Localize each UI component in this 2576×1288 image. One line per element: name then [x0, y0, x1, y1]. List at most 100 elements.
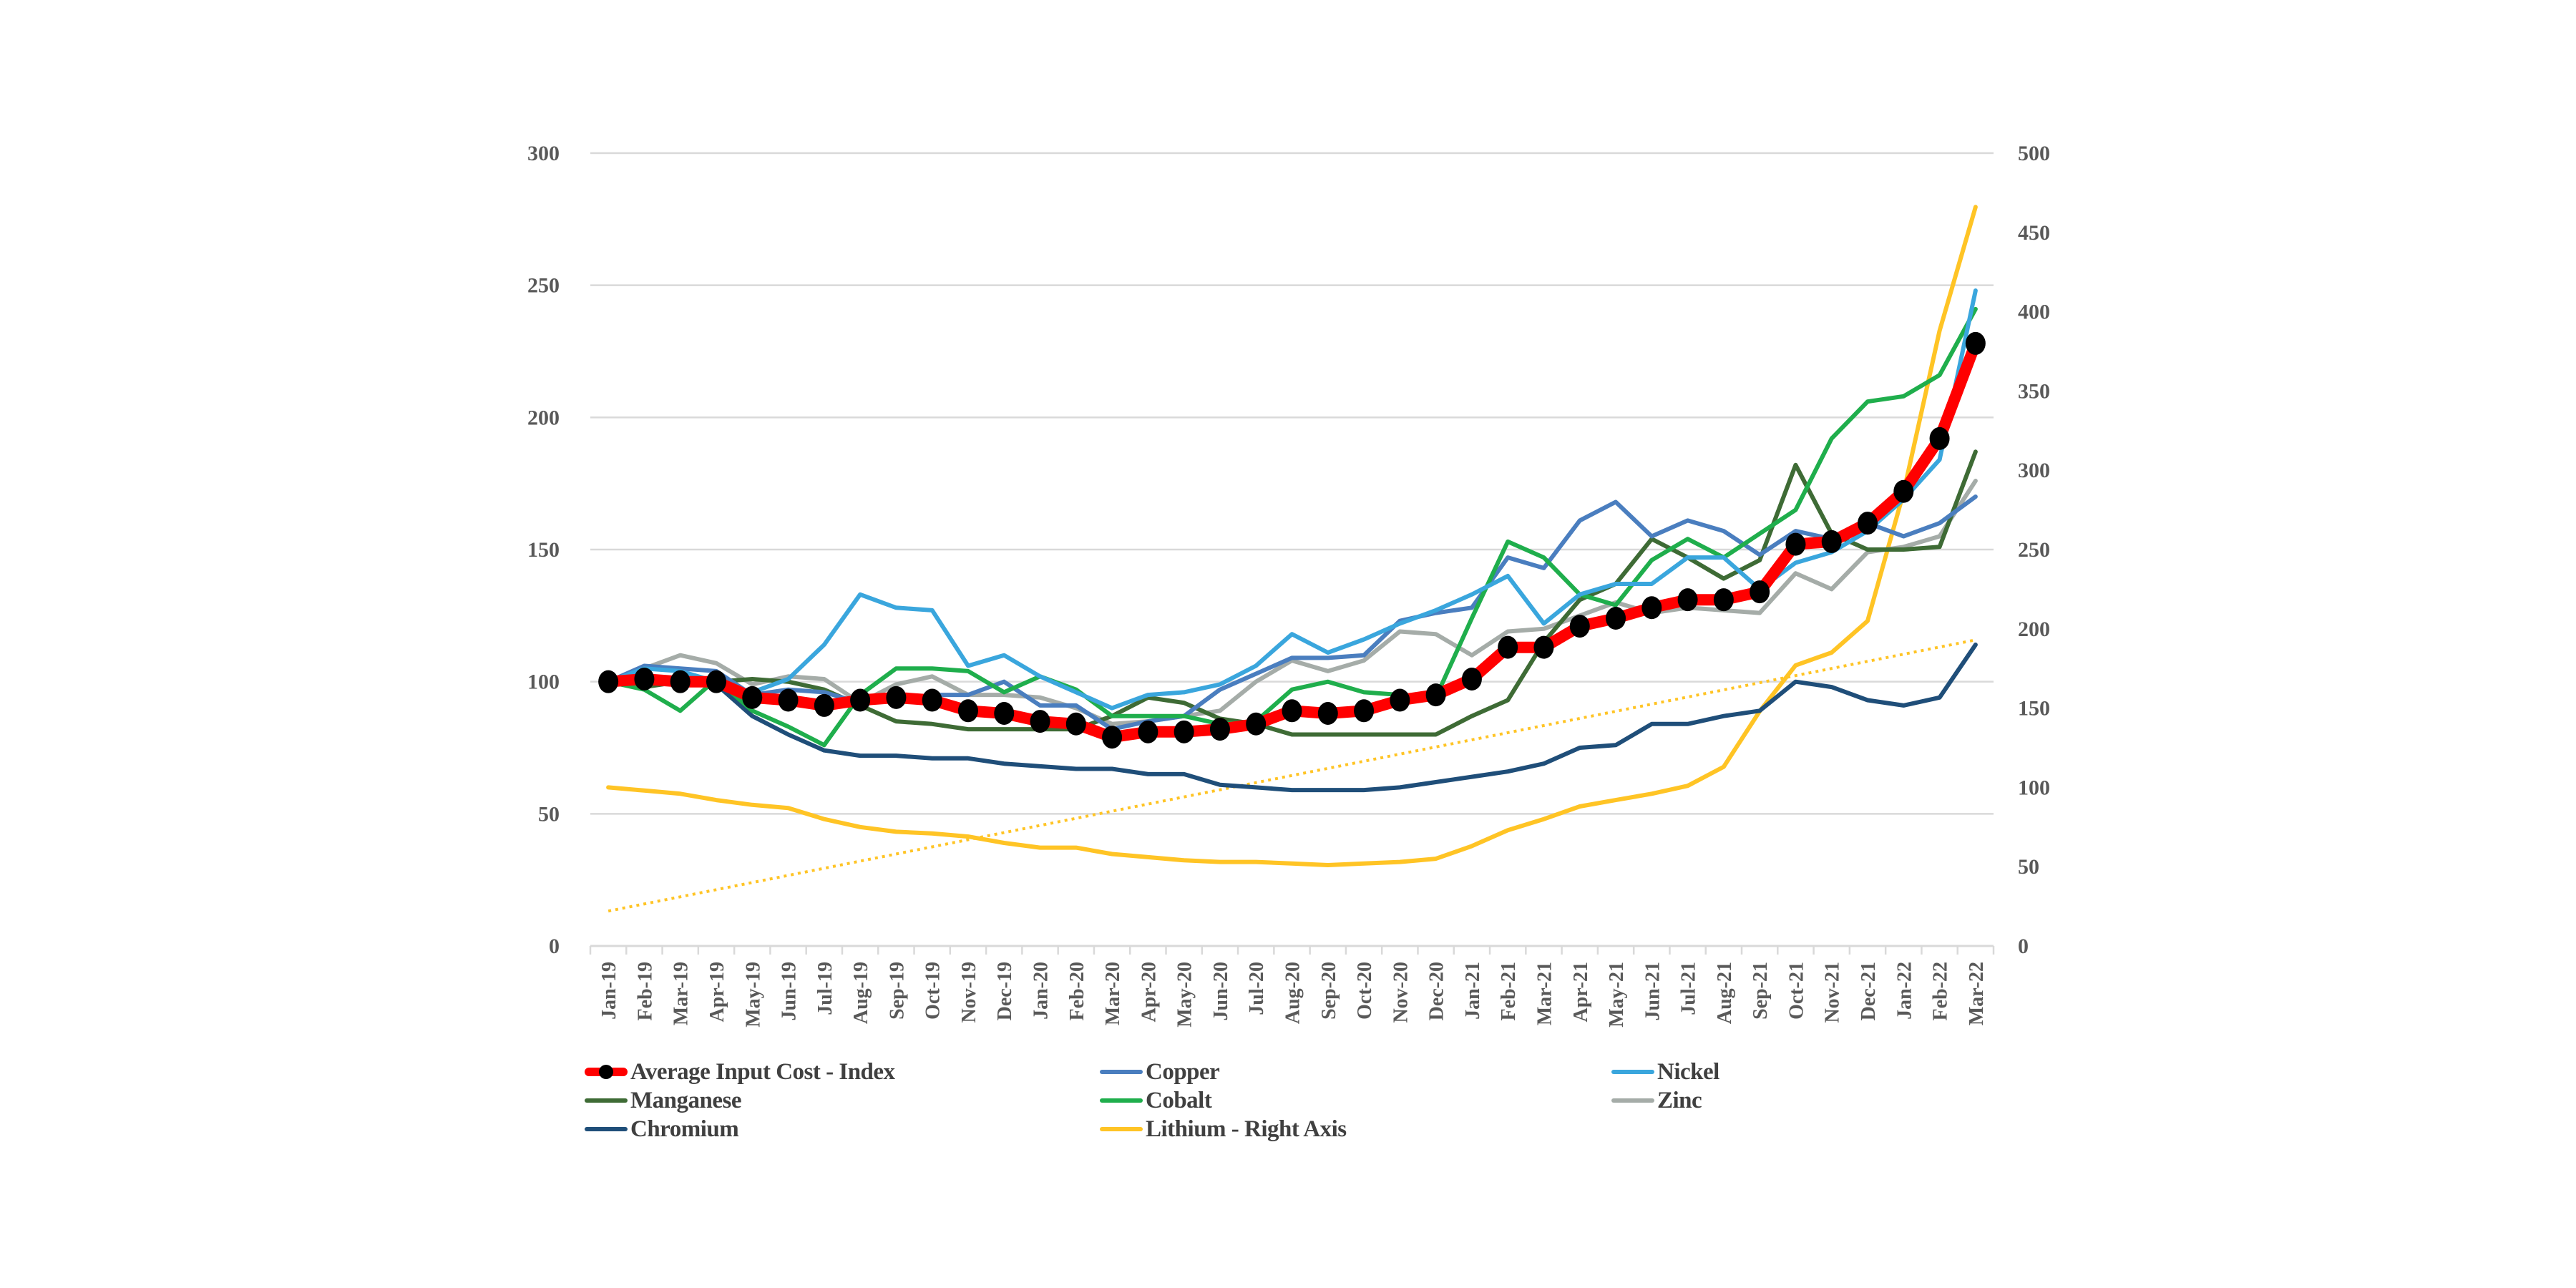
data-point-average — [1498, 635, 1518, 659]
legend: Average Input Cost - Index Copper Nickel… — [583, 1058, 2014, 1151]
data-point-average — [1209, 718, 1230, 741]
y-right-tick-label: 350 — [2018, 379, 2050, 403]
legend-label-cobalt: Cobalt — [1146, 1087, 1212, 1113]
data-point-average — [1246, 712, 1267, 736]
series-chromium — [606, 643, 1978, 793]
data-point-average — [706, 670, 726, 693]
x-tick-label: May-19 — [742, 962, 764, 1028]
x-tick-label: Dec-21 — [1858, 962, 1880, 1020]
x-tick-label: Feb-20 — [1066, 962, 1088, 1020]
x-tick-label: Dec-19 — [994, 962, 1016, 1020]
legend-swatch-lithium — [1098, 1115, 1144, 1143]
legend-swatch-zinc — [1610, 1086, 1656, 1115]
data-point-average — [670, 670, 691, 693]
legend-item-zinc: Zinc — [1610, 1086, 1702, 1115]
data-point-average — [922, 688, 942, 712]
y-left-tick-label: 100 — [527, 670, 560, 694]
legend-label-nickel: Nickel — [1657, 1058, 1719, 1085]
x-tick-label: Jul-20 — [1246, 962, 1268, 1015]
legend-swatch-cobalt — [1098, 1086, 1144, 1115]
data-point-average — [1138, 720, 1158, 743]
x-tick-label: Nov-21 — [1822, 962, 1844, 1023]
data-point-average — [814, 693, 834, 717]
legend-item-nickel: Nickel — [1610, 1058, 1719, 1086]
y-left-tick-label: 200 — [527, 406, 560, 429]
series-line-nickel — [606, 288, 1978, 711]
x-tick-label: Aug-21 — [1714, 962, 1736, 1024]
x-tick-label: Nov-20 — [1390, 962, 1412, 1023]
legend-item-cobalt: Cobalt — [1098, 1086, 1212, 1115]
x-tick-label: Apr-19 — [706, 962, 728, 1023]
x-tick-label: Apr-21 — [1570, 962, 1592, 1023]
y-left-tick-label: 300 — [527, 142, 560, 165]
series-line-copper — [606, 494, 1978, 732]
legend-item-lithium: Lithium - Right Axis — [1098, 1115, 1347, 1143]
data-point-average — [1425, 683, 1446, 707]
x-tick-label: Aug-20 — [1282, 962, 1304, 1024]
data-point-average — [634, 667, 655, 691]
legend-item-copper: Copper — [1098, 1058, 1220, 1086]
x-tick-label: Mar-20 — [1102, 962, 1124, 1025]
x-tick-label: Oct-19 — [922, 962, 945, 1020]
data-point-average — [1317, 701, 1338, 725]
data-point-average — [1750, 580, 1770, 604]
trendline-lithium — [608, 638, 1976, 913]
data-point-average — [778, 688, 799, 712]
y-right-tick-label: 450 — [2018, 221, 2050, 245]
series-line-chromium — [606, 643, 1978, 793]
x-tick-label: Jan-19 — [598, 962, 620, 1020]
data-point-average — [1282, 699, 1302, 723]
data-point-average — [1174, 720, 1194, 743]
x-tick-label: Jun-20 — [1210, 962, 1232, 1020]
x-tick-label: Feb-22 — [1930, 962, 1952, 1020]
series-lithium — [606, 205, 1978, 867]
data-point-average — [742, 686, 763, 709]
x-tick-label: Sep-21 — [1750, 962, 1772, 1020]
legend-swatch-average — [583, 1058, 629, 1086]
y-right-tick-label: 250 — [2018, 538, 2050, 562]
x-tick-label: Jul-21 — [1678, 962, 1700, 1015]
series-cobalt — [606, 306, 1978, 748]
data-point-average — [1102, 726, 1123, 749]
data-point-average — [886, 686, 907, 709]
legend-item-average: Average Input Cost - Index — [583, 1058, 895, 1086]
y-left-tick-label: 250 — [527, 274, 560, 298]
y-right-tick-label: 150 — [2018, 697, 2050, 721]
x-tick-label: Jun-19 — [779, 962, 801, 1020]
y-right-tick-label: 200 — [2018, 618, 2050, 641]
x-tick-label: Mar-22 — [1966, 962, 1988, 1025]
x-tick-label: Aug-19 — [850, 962, 872, 1024]
x-tick-label: Oct-20 — [1354, 962, 1376, 1020]
x-tick-label: Jul-19 — [814, 962, 836, 1015]
data-point-average — [1641, 596, 1662, 620]
y-right-tick-label: 300 — [2018, 459, 2050, 482]
x-tick-label: Feb-19 — [634, 962, 656, 1020]
y-left-tick-label: 150 — [527, 538, 560, 562]
x-axis: Jan-19 Feb-19 Mar-19 Apr-19 May-19 Jun-19 Jul-… — [589, 945, 1995, 1028]
y-right-tick-label: 50 — [2018, 855, 2039, 879]
y-left-tick-label: 50 — [538, 802, 560, 826]
data-point-average — [1030, 710, 1050, 733]
data-point-average — [598, 670, 619, 693]
legend-swatch-chromium — [583, 1115, 629, 1143]
y-axis-left: 0 50 100 150 200 250 300 — [527, 142, 560, 958]
legend-label-lithium: Lithium - Right Axis — [1146, 1116, 1347, 1142]
x-tick-label: Oct-21 — [1785, 962, 1807, 1020]
legend-label-chromium: Chromium — [630, 1116, 739, 1142]
x-tick-label: Jan-20 — [1030, 962, 1053, 1020]
series-average — [598, 331, 1986, 749]
x-tick-label: May-21 — [1606, 962, 1628, 1028]
y-left-tick-label: 0 — [549, 935, 560, 958]
data-point-average — [850, 688, 871, 712]
legend-item-chromium: Chromium — [583, 1115, 739, 1143]
data-point-average — [1390, 688, 1410, 712]
legend-item-manganese: Manganese — [583, 1086, 742, 1115]
data-point-average — [1893, 479, 1914, 503]
data-point-average — [1858, 512, 1878, 535]
y-axis-right: 0 50 100 150 200 250 300 350 400 450 500 — [2018, 142, 2050, 958]
data-point-average — [1606, 607, 1626, 630]
legend-swatch-manganese — [583, 1086, 629, 1115]
series-line-zinc — [606, 479, 1978, 726]
x-tick-label: Apr-20 — [1138, 962, 1160, 1023]
